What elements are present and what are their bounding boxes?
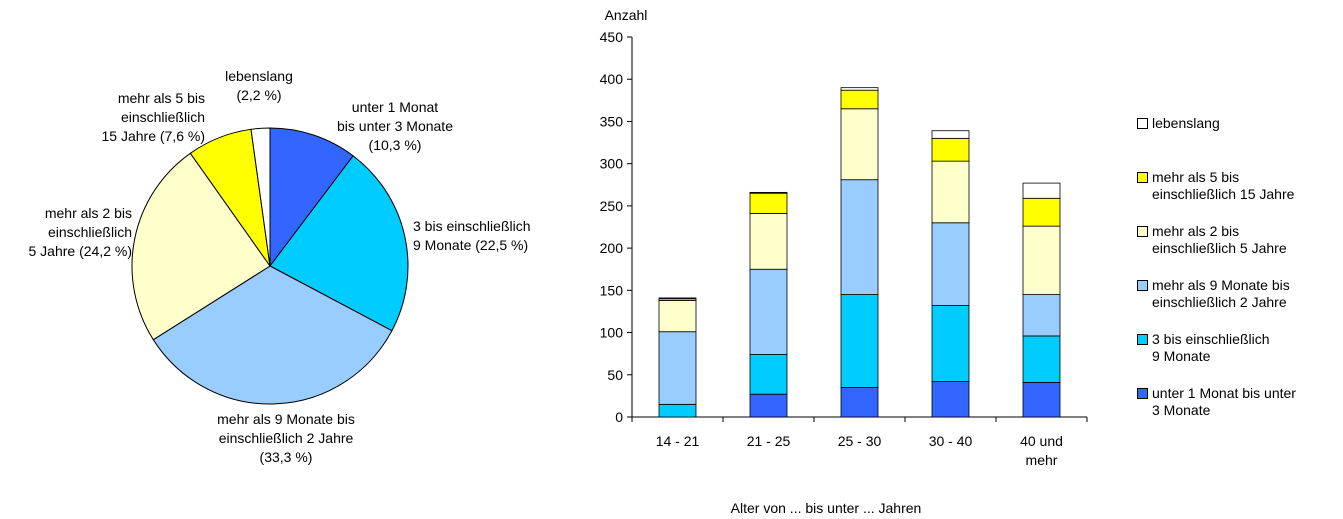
bar-segment — [931, 130, 970, 139]
pie-slice-label: mehr als 9 Monate bis einschließlich 2 Ja… — [217, 411, 355, 465]
y-tick-label: 400 — [600, 71, 624, 87]
legend-item: 3 bis einschließlich 9 Monate — [1137, 331, 1270, 365]
pie-labels: unter 1 Monat bis unter 3 Monate (10,3 %) 3… — [29, 68, 531, 465]
bar-segment — [658, 297, 697, 300]
pie-slice-label: unter 1 Monat bis unter 3 Monate (10,3 %) — [337, 99, 453, 153]
pie-slice-label: 3 bis einschließlich 9 Monate (22,5 %) — [413, 218, 531, 253]
y-tick-label: 250 — [600, 198, 624, 214]
pie-slice — [250, 127, 271, 267]
x-axis-label: Alter von ... bis unter ... Jahren — [731, 500, 922, 516]
bar-segment — [931, 305, 970, 382]
bar-segment — [658, 403, 697, 418]
pie-slice-label: mehr als 5 bis einschließlich 15 Jahre (7,… — [102, 90, 206, 144]
bar-segment — [840, 179, 879, 295]
x-tick-label: 30 - 40 — [929, 433, 973, 449]
legend-label: mehr als 5 bis einschließlich 15 Jahre — [1152, 169, 1295, 202]
pie-slice-label: mehr als 2 bis einschließlich 5 Jahre (24,… — [29, 205, 133, 259]
x-tick-label: 21 - 25 — [747, 433, 791, 449]
legend-item: mehr als 9 Monate bis einschließlich 2 J… — [1137, 277, 1290, 311]
pie-slice — [269, 127, 354, 268]
bar-segment — [931, 137, 970, 162]
y-tick-label: 450 — [600, 29, 624, 45]
legend-swatch — [1137, 334, 1148, 345]
legend-label: lebenslang — [1152, 115, 1220, 131]
bar-segment — [931, 222, 970, 306]
legend-item: unter 1 Monat bis unter 3 Monate — [1137, 385, 1296, 419]
y-axis-label: Anzahl — [605, 7, 648, 23]
bar-segment — [840, 89, 879, 110]
legend-swatch — [1137, 118, 1148, 129]
bar-segment — [1022, 294, 1061, 337]
bar-segment — [931, 381, 970, 418]
pie-slice — [269, 155, 409, 332]
bar-segment — [749, 192, 788, 214]
legend-label: mehr als 9 Monate bis einschließlich 2 J… — [1152, 277, 1290, 310]
bar-segment — [1022, 381, 1061, 418]
pie-slice — [131, 152, 271, 341]
bar-segment — [658, 331, 697, 405]
bar-segment — [1022, 225, 1061, 295]
bar-segment — [749, 268, 788, 355]
y-tick-label: 50 — [607, 367, 623, 383]
bar-segment — [840, 108, 879, 181]
y-tick-label: 150 — [600, 282, 624, 298]
pie-slice-label: lebenslang (2,2 %) — [225, 68, 293, 103]
legend: lebenslang mehr als 5 bis einschließlich … — [1137, 0, 1337, 519]
legend-label: unter 1 Monat bis unter 3 Monate — [1152, 385, 1296, 418]
legend-item: mehr als 5 bis einschließlich 15 Jahre — [1137, 169, 1294, 203]
bar-segment — [840, 387, 879, 418]
y-tick-label: 300 — [600, 156, 624, 172]
x-tick-label: 40 und mehr — [1020, 433, 1063, 468]
legend-swatch — [1137, 280, 1148, 291]
bar-segment — [840, 87, 879, 91]
legend-item: lebenslang — [1137, 115, 1220, 132]
stacked-bar-chart: Anzahl 0 50 100 150 200 250 300 350 400 450 14 - 21… — [600, 7, 1088, 516]
x-tick-label: 25 - 30 — [838, 433, 882, 449]
pie-slice — [152, 265, 393, 405]
bar-segment — [749, 354, 788, 395]
y-tick-label: 0 — [615, 409, 623, 425]
bar-segment — [1022, 335, 1061, 383]
legend-label: 3 bis einschließlich 9 Monate — [1152, 331, 1270, 364]
bar-segment — [658, 300, 697, 333]
x-tick-label: 14 - 21 — [656, 433, 700, 449]
bar-segment — [749, 191, 788, 194]
y-tick-label: 200 — [600, 240, 624, 256]
pie-chart — [131, 127, 409, 405]
y-tick-label: 100 — [600, 325, 624, 341]
bar-segment — [1022, 197, 1061, 227]
legend-swatch — [1137, 388, 1148, 399]
bar-segment — [931, 160, 970, 224]
bar-segment — [840, 294, 879, 388]
legend-swatch — [1137, 172, 1148, 183]
bar-segment — [749, 393, 788, 418]
legend-label: mehr als 2 bis einschließlich 5 Jahre — [1152, 223, 1287, 256]
bar-segment — [749, 213, 788, 270]
legend-swatch — [1137, 226, 1148, 237]
bar-segment — [1022, 182, 1061, 199]
legend-item: mehr als 2 bis einschließlich 5 Jahre — [1137, 223, 1287, 257]
y-tick-label: 350 — [600, 113, 624, 129]
